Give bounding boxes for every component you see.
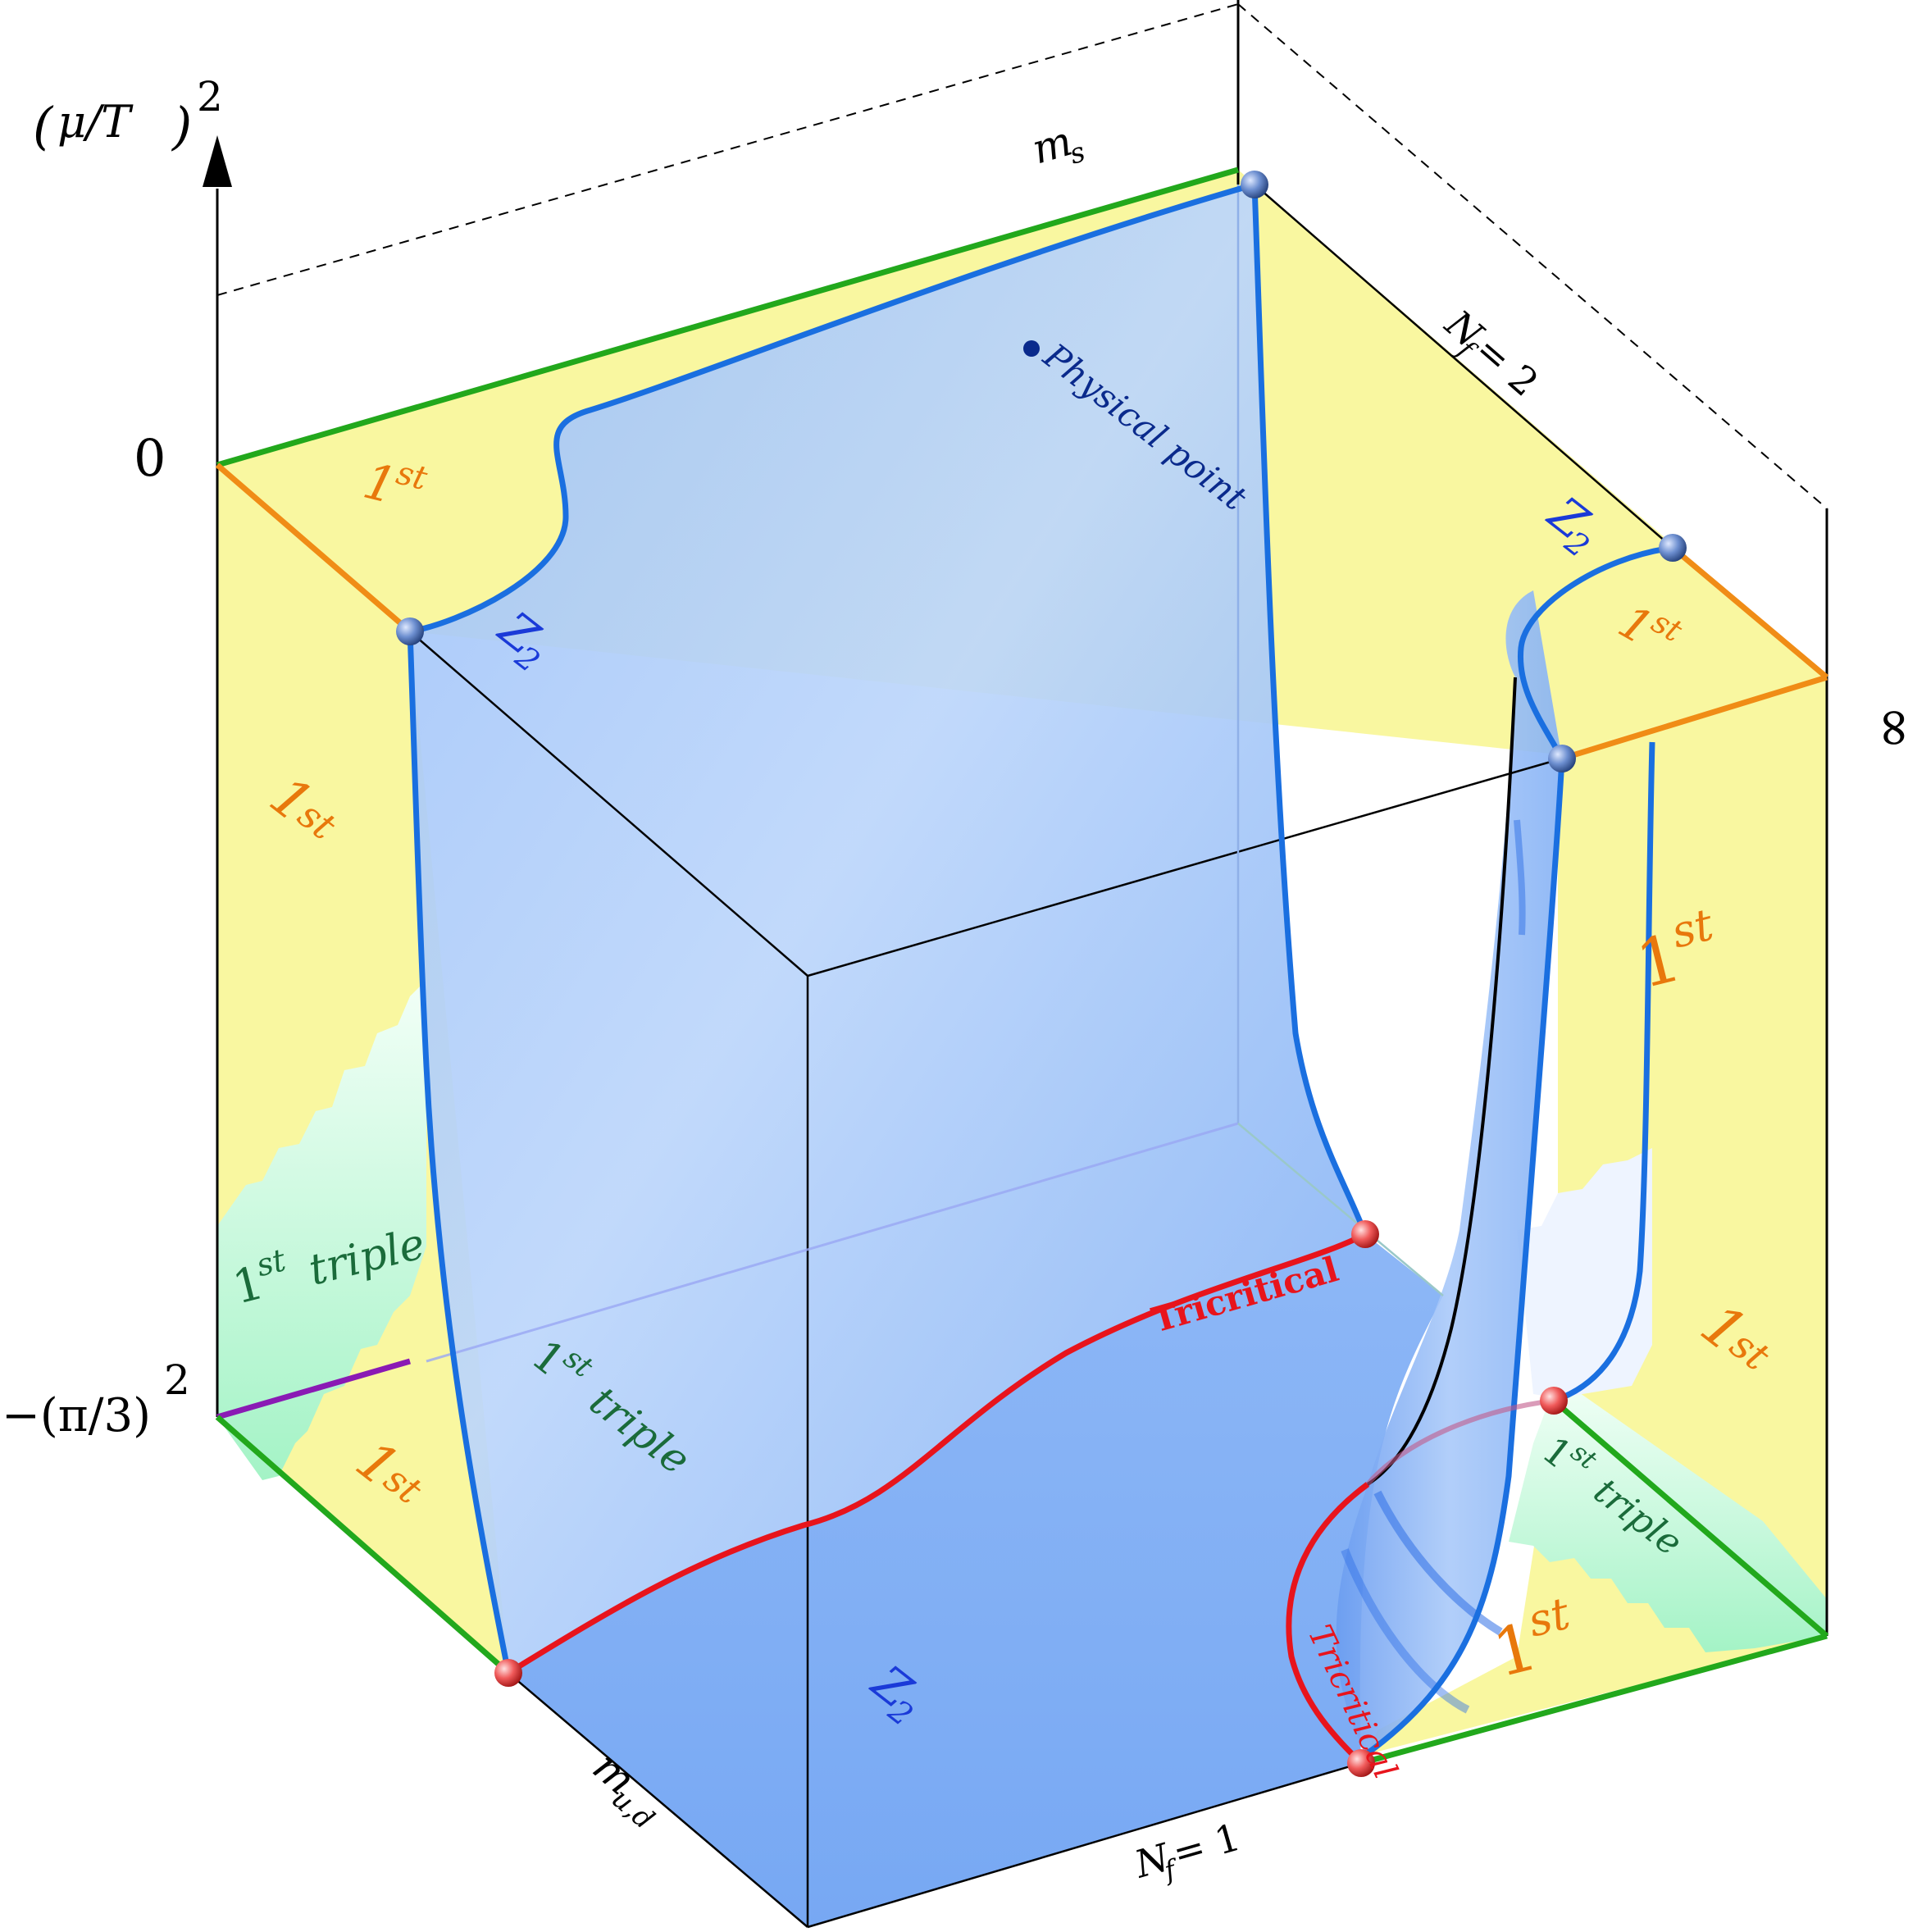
edge-back-bottom-inner bbox=[426, 1122, 1239, 1363]
z2-point-right-front bbox=[1548, 745, 1576, 772]
tricritical-line-right bbox=[1286, 1482, 1370, 1766]
z2-point-top-back bbox=[1241, 171, 1268, 198]
right-triple-area bbox=[1509, 1378, 1827, 1652]
first-label-right-lower: 1 st bbox=[1689, 1291, 1779, 1380]
tube-ring-3 bbox=[1514, 819, 1526, 936]
tricritical-line-back bbox=[1365, 1398, 1555, 1486]
vertical-axis-label-exp: 2 bbox=[197, 73, 223, 121]
z2-line-top-right bbox=[1517, 545, 1673, 760]
z2-line-top-left bbox=[409, 181, 1255, 635]
orange-edge-right-front bbox=[1560, 674, 1828, 762]
green-edge-front-right bbox=[1360, 1633, 1828, 1766]
purple-edge-left bbox=[216, 1358, 411, 1420]
green-edge-right-bottom bbox=[1551, 1398, 1829, 1638]
green-edge-top bbox=[216, 166, 1239, 468]
physical-point-marker bbox=[1023, 340, 1040, 357]
tube-ring-2 bbox=[1341, 1548, 1470, 1714]
svg-text:= 1: = 1 bbox=[1168, 1815, 1245, 1876]
edge-inner-diagonal bbox=[409, 631, 808, 977]
tube-ring-1 bbox=[1373, 1490, 1503, 1636]
orange-edge-right-top bbox=[1670, 545, 1829, 680]
vertical-axis-label-base: μ/T bbox=[57, 96, 134, 148]
critical-surface-front bbox=[410, 185, 1365, 1673]
critical-tube-right bbox=[1336, 590, 1562, 1755]
tricritical-point-back bbox=[1351, 1220, 1379, 1248]
edge-mud bbox=[508, 1672, 808, 1928]
first-label-right-bottom: 1 st bbox=[1486, 1587, 1575, 1692]
critical-surface-bottom bbox=[508, 1234, 1443, 1927]
tick-lower-exp: 2 bbox=[164, 1356, 190, 1404]
edge-back-bottom-right bbox=[1237, 1123, 1444, 1296]
z2-line-left-vertical bbox=[407, 631, 512, 1674]
edge-tube-black bbox=[1366, 677, 1517, 1486]
z2-point-top-left bbox=[396, 617, 424, 645]
z2-line-right-vertical bbox=[1363, 758, 1565, 1757]
dashed-back-top bbox=[216, 3, 1239, 296]
z2-line-right-back bbox=[1552, 741, 1655, 1404]
tick-lower: −(π/3) bbox=[2, 1389, 151, 1442]
vertical-axis-arrowhead bbox=[203, 135, 232, 187]
infinity-label: ∞ bbox=[1865, 705, 1908, 750]
tricritical-line-main bbox=[507, 1231, 1367, 1675]
tick-zero: 0 bbox=[134, 428, 166, 488]
left-triple-area bbox=[217, 980, 426, 1480]
svg-text:s: s bbox=[1066, 135, 1089, 171]
orange-edge-left bbox=[215, 462, 412, 634]
edge-nf1 bbox=[807, 1761, 1362, 1929]
edge-nf2 bbox=[1254, 184, 1673, 549]
dashed-back-right bbox=[1237, 3, 1828, 509]
tricritical-point-right-back bbox=[1540, 1387, 1568, 1415]
tricritical-point-front bbox=[1347, 1749, 1375, 1777]
edge-label-ms: m s bbox=[1027, 117, 1089, 174]
right-pale-region bbox=[1517, 1148, 1652, 1398]
tricritical-point-left bbox=[494, 1659, 522, 1687]
edge-inner-top bbox=[807, 757, 1563, 977]
green-edge-left-bottom bbox=[215, 1415, 511, 1675]
svg-text:∞: ∞ bbox=[1865, 705, 1908, 750]
vertical-axis-label: ( μ/T ) 2 bbox=[33, 73, 223, 156]
svg-text:(: ( bbox=[33, 96, 54, 156]
z2-line-back-vertical bbox=[1251, 184, 1368, 1236]
svg-text:): ) bbox=[171, 96, 192, 156]
z2-point-top-right bbox=[1659, 534, 1687, 562]
